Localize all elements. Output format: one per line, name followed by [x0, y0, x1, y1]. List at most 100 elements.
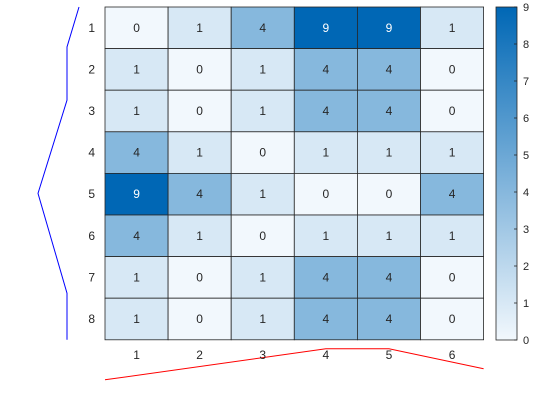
- heatmap-cell: [420, 172, 484, 216]
- cell-value-label: 0: [449, 270, 456, 284]
- column-tick-label: 6: [449, 348, 456, 362]
- cell-value-label: 1: [449, 21, 456, 35]
- row-tick-label: 1: [88, 21, 95, 35]
- row-tick-label: 7: [88, 270, 95, 284]
- heatmap-cell: [230, 172, 295, 216]
- heatmap-cell: [293, 89, 358, 133]
- cell-value-label: 9: [386, 21, 393, 35]
- cell-value-label: 4: [323, 270, 330, 284]
- cell-value-label: 0: [449, 62, 456, 76]
- heatmap-cell: [293, 256, 358, 299]
- row-tick-label: 6: [88, 229, 95, 243]
- row-tick-label: 4: [88, 146, 95, 160]
- cell-value-label: 1: [133, 104, 140, 118]
- cell-value-label: 4: [386, 62, 393, 76]
- cell-value-label: 0: [196, 270, 203, 284]
- column-tick-label: 3: [259, 348, 266, 362]
- cell-value-label: 0: [386, 187, 393, 201]
- colorbar-tick-label: 4: [523, 187, 529, 199]
- column-tick-label: 2: [196, 348, 203, 362]
- heatmap-cell: [356, 89, 421, 133]
- column-tick-label: 5: [386, 348, 393, 362]
- heatmap-cell: [104, 48, 169, 91]
- cell-value-label: 1: [133, 312, 140, 326]
- cell-value-label: 1: [449, 146, 456, 160]
- row-tick-label: 5: [88, 187, 95, 201]
- axis-ticks: 1 2 3 4 5 6 7 8 1 2 3 4 5 6: [88, 21, 455, 362]
- cell-value-label: 1: [133, 270, 140, 284]
- heatmap-cell: [356, 214, 421, 257]
- heatmap-cell: [356, 131, 421, 174]
- cell-value-label: 4: [196, 187, 203, 201]
- cell-value-label: 0: [196, 62, 203, 76]
- row-tick-label: 3: [88, 104, 95, 118]
- heatmap-cell: [167, 6, 232, 49]
- colorbar-tick-label: 5: [523, 150, 529, 162]
- row-tick-label: 2: [88, 62, 95, 76]
- cell-value-label: 4: [449, 187, 456, 201]
- cell-value-label: 1: [133, 62, 140, 76]
- heatmap-cell: [420, 131, 484, 174]
- heatmap-cell: [293, 131, 358, 174]
- heatmap-cell: [420, 48, 484, 91]
- heatmap-cell: [167, 256, 232, 299]
- cell-value-label: 1: [196, 146, 203, 160]
- cell-value-label: 4: [323, 62, 330, 76]
- cell-value-label: 0: [196, 104, 203, 118]
- colorbar-bar: [495, 6, 518, 341]
- cell-value-label: 1: [259, 187, 266, 201]
- dendrograms: [37, 6, 484, 381]
- heatmap-cell: [104, 214, 169, 257]
- cell-value-label: 0: [449, 104, 456, 118]
- cell-value-label: 4: [323, 312, 330, 326]
- colorbar-tick-label: 3: [523, 224, 529, 236]
- column-tick-label: 1: [133, 348, 140, 362]
- heatmap-cell: [420, 89, 484, 133]
- cell-value-label: 9: [323, 21, 330, 35]
- colorbar-tick-label: 2: [523, 261, 529, 273]
- heatmap-cell: [293, 297, 358, 341]
- cell-value-label: 4: [386, 104, 393, 118]
- cell-value-label: 0: [259, 229, 266, 243]
- cell-value-label: 1: [259, 270, 266, 284]
- colorbar-tick-label: 9: [523, 2, 529, 14]
- colorbar-tick-label: 8: [523, 39, 529, 51]
- heatmap-cell: [356, 48, 421, 91]
- heatmap-cell: [293, 6, 358, 49]
- colorbar-tick-label: 1: [523, 298, 529, 310]
- cell-value-label: 1: [196, 229, 203, 243]
- cell-value-label: 1: [259, 62, 266, 76]
- heatmap-cell: [356, 256, 421, 299]
- heatmap-cell: [230, 89, 295, 133]
- heatmap-cell: [230, 131, 295, 174]
- heatmap-cell: [167, 172, 232, 216]
- heatmap-cell: [104, 6, 169, 49]
- row-dendrogram: [37, 6, 80, 340]
- cell-value-label: 1: [259, 312, 266, 326]
- cell-value-label: 4: [259, 21, 266, 35]
- cell-value-label: 0: [133, 21, 140, 35]
- cell-value-label: 0: [259, 146, 266, 160]
- heatmap-cell: [420, 297, 484, 341]
- cell-value-label: 0: [323, 187, 330, 201]
- cell-value-label: 1: [323, 146, 330, 160]
- heatmap-cell: [230, 214, 295, 257]
- heatmap-cells: 0 1 4 9 9 1 1 0 1 4 4 0 1 0 1 4 4 0 4 1 0 1 1 1 9 4 1 0 0 4 4 1 0 1 1 1 1 0 1 4…: [104, 6, 484, 341]
- colorbar-tick-label: 6: [523, 113, 529, 125]
- cell-value-label: 4: [133, 146, 140, 160]
- cell-value-label: 9: [133, 187, 140, 201]
- cell-value-label: 1: [323, 229, 330, 243]
- row-tick-label: 8: [88, 312, 95, 326]
- heatmap-cell: [230, 297, 295, 341]
- column-dendrogram: [104, 348, 484, 381]
- heatmap-cell: [420, 256, 484, 299]
- cell-value-label: 4: [386, 312, 393, 326]
- cell-value-label: 1: [386, 146, 393, 160]
- cell-value-label: 1: [386, 229, 393, 243]
- cell-value-label: 1: [259, 104, 266, 118]
- heatmap-cell: [230, 6, 295, 49]
- heatmap-cell: [293, 48, 358, 91]
- cell-value-label: 4: [133, 229, 140, 243]
- colorbar-tick-label: 0: [523, 335, 529, 347]
